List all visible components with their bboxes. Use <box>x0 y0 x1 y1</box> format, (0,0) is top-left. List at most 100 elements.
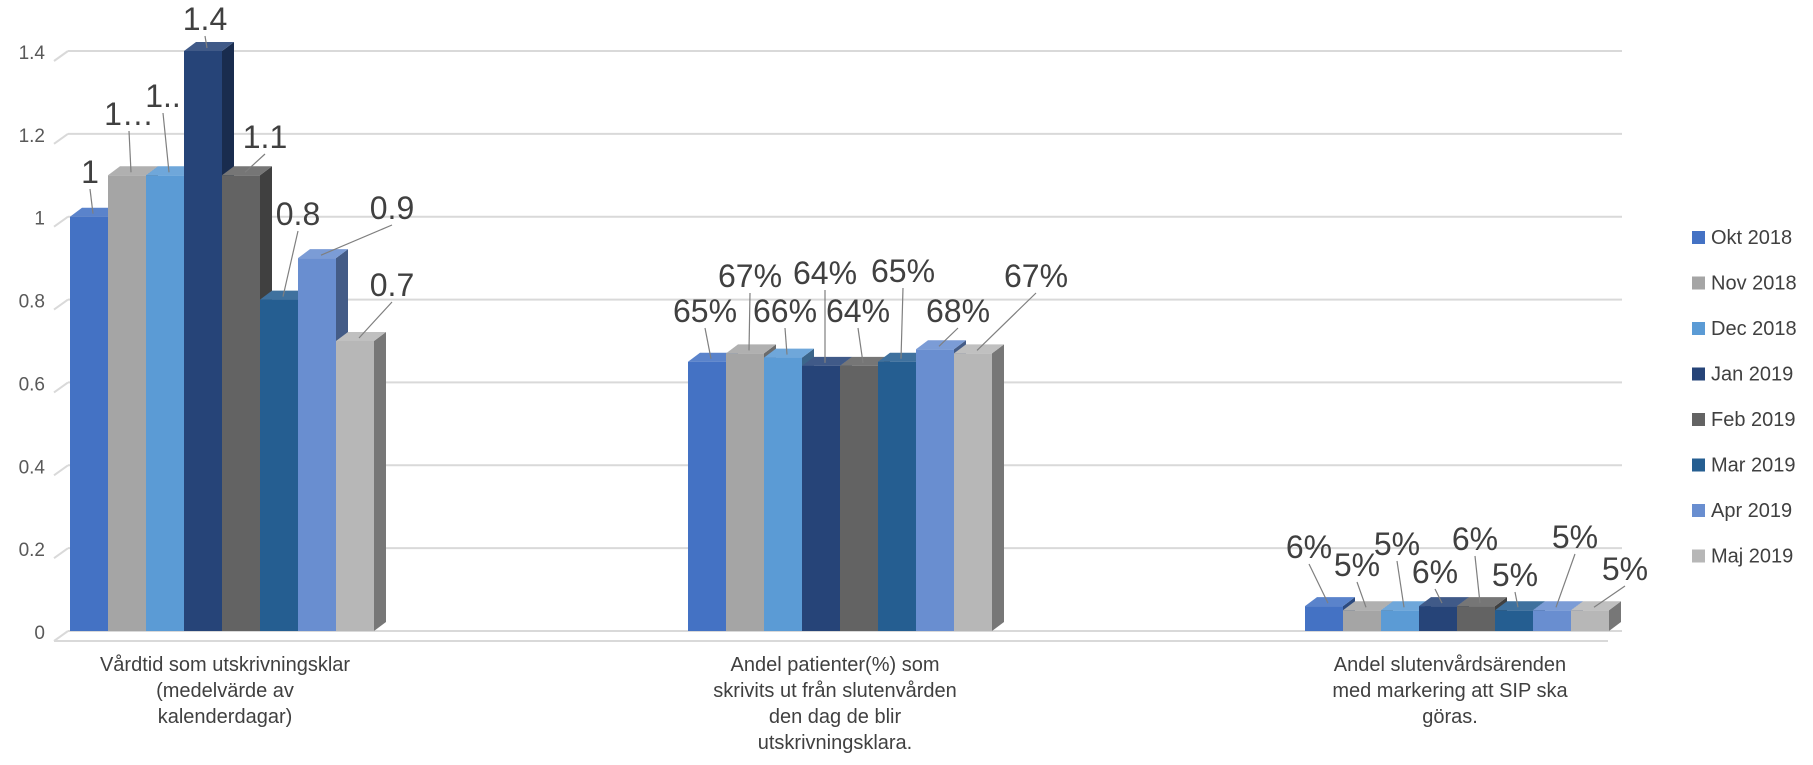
bar-top <box>688 352 738 362</box>
leader-line <box>784 327 788 355</box>
y-axis-ticks: 0 0.2 0.4 0.6 0.8 1 1.2 1.4 <box>19 43 46 644</box>
leader-line <box>204 35 208 49</box>
gridline-side <box>53 50 69 62</box>
bar <box>954 344 1004 631</box>
legend-swatch <box>1692 276 1705 290</box>
bar-top <box>802 356 852 366</box>
legend-item: Jan 2019 <box>1692 364 1793 386</box>
bar-front <box>802 365 840 631</box>
data-label: 1.1 <box>243 119 287 155</box>
bar-side <box>374 332 386 631</box>
y-tick-label: 1.2 <box>19 126 45 147</box>
gridline-side <box>53 215 69 228</box>
data-label: 5% <box>1492 557 1538 593</box>
legend: Okt 2018 Nov 2018 Dec 2018 Jan 2019 Feb 2019… <box>1692 227 1797 568</box>
data-label: 1… <box>104 96 154 132</box>
bar-top <box>1381 601 1431 611</box>
data-label: 0.7 <box>370 267 414 303</box>
leader-line <box>162 112 170 173</box>
bar-top <box>1495 601 1545 611</box>
legend-swatch <box>1692 231 1705 244</box>
y-tick-label: 0.2 <box>19 540 45 561</box>
data-label: 0.9 <box>370 190 414 226</box>
y-tick-label: 0.4 <box>19 457 46 478</box>
bar-front <box>954 353 992 631</box>
legend-label: Nov 2018 <box>1711 273 1797 295</box>
bar-top <box>1343 601 1393 611</box>
data-label: 1.4 <box>183 1 227 37</box>
leader-line <box>244 153 266 173</box>
leader-line <box>358 301 393 339</box>
legend-label: Mar 2019 <box>1711 455 1796 477</box>
legend-swatch <box>1692 322 1705 335</box>
legend-item: Dec 2018 <box>1692 318 1797 340</box>
leader-line <box>1308 563 1329 604</box>
bar-front <box>70 216 108 631</box>
bar-front <box>726 353 764 631</box>
data-label: 5% <box>1374 526 1420 562</box>
bar-side <box>1609 601 1621 631</box>
data-label: 6% <box>1286 529 1332 565</box>
bar-front <box>108 175 146 632</box>
bar-top <box>840 356 890 366</box>
bar-front <box>1533 610 1571 631</box>
bar-front <box>688 361 726 631</box>
legend-item: Apr 2019 <box>1692 500 1792 522</box>
leader-line <box>1514 591 1519 608</box>
bar-front <box>336 341 374 631</box>
data-label: 5% <box>1552 519 1598 555</box>
gridline-side <box>53 630 69 642</box>
data-label: 6% <box>1452 521 1498 557</box>
bar-top <box>108 166 158 176</box>
bar-front <box>298 258 336 631</box>
gridline-side <box>53 464 69 477</box>
data-label: 5% <box>1334 547 1380 583</box>
data-label: 1 <box>81 154 99 190</box>
bar-top <box>1419 597 1469 607</box>
legend-label: Maj 2019 <box>1711 546 1793 568</box>
bar-front <box>222 175 260 632</box>
bar-top <box>260 290 310 300</box>
bar-front <box>840 365 878 631</box>
leader-line <box>1434 588 1443 604</box>
bars <box>70 42 1621 632</box>
legend-item: Okt 2018 <box>1692 227 1792 249</box>
legend-swatch <box>1692 549 1705 563</box>
category-label: Andel slutenvårdsärenden med markering at… <box>1332 654 1568 728</box>
leader-line <box>1396 560 1405 608</box>
bar-top <box>146 166 196 176</box>
bar <box>336 332 386 631</box>
legend-swatch <box>1692 458 1705 472</box>
data-label: 67% <box>1004 258 1068 294</box>
leader-line <box>1593 585 1626 608</box>
leader-line <box>900 287 904 359</box>
leader-line <box>282 230 299 297</box>
data-label: 65% <box>871 253 935 289</box>
bar-top <box>878 352 928 362</box>
bar-front <box>1381 610 1419 631</box>
y-tick-label: 0.6 <box>19 374 45 395</box>
bar <box>1571 601 1621 631</box>
y-tick-label: 0 <box>34 623 45 644</box>
gridline-side <box>53 381 69 394</box>
gridline-side <box>53 133 69 145</box>
bar-front <box>260 299 298 631</box>
legend-item: Maj 2019 <box>1692 546 1793 568</box>
bar-top <box>1457 597 1507 607</box>
bar-top <box>764 348 814 358</box>
y-tick-label: 1 <box>34 209 45 230</box>
bar-top <box>70 207 120 217</box>
bar-front <box>1571 610 1609 631</box>
leader-line <box>1356 581 1367 608</box>
data-label: 6% <box>1412 554 1458 590</box>
data-label: 64% <box>826 293 890 329</box>
y-tick-label: 1.4 <box>19 43 46 64</box>
data-label: 67% <box>718 258 782 294</box>
category-labels: Vårdtid som utskrivningsklar (medelvärde … <box>100 654 1569 754</box>
bar-front <box>1457 606 1495 631</box>
data-label: 1.. <box>145 78 181 114</box>
legend-swatch <box>1692 367 1705 381</box>
bar-top <box>726 344 776 354</box>
leader-line <box>976 292 1037 351</box>
